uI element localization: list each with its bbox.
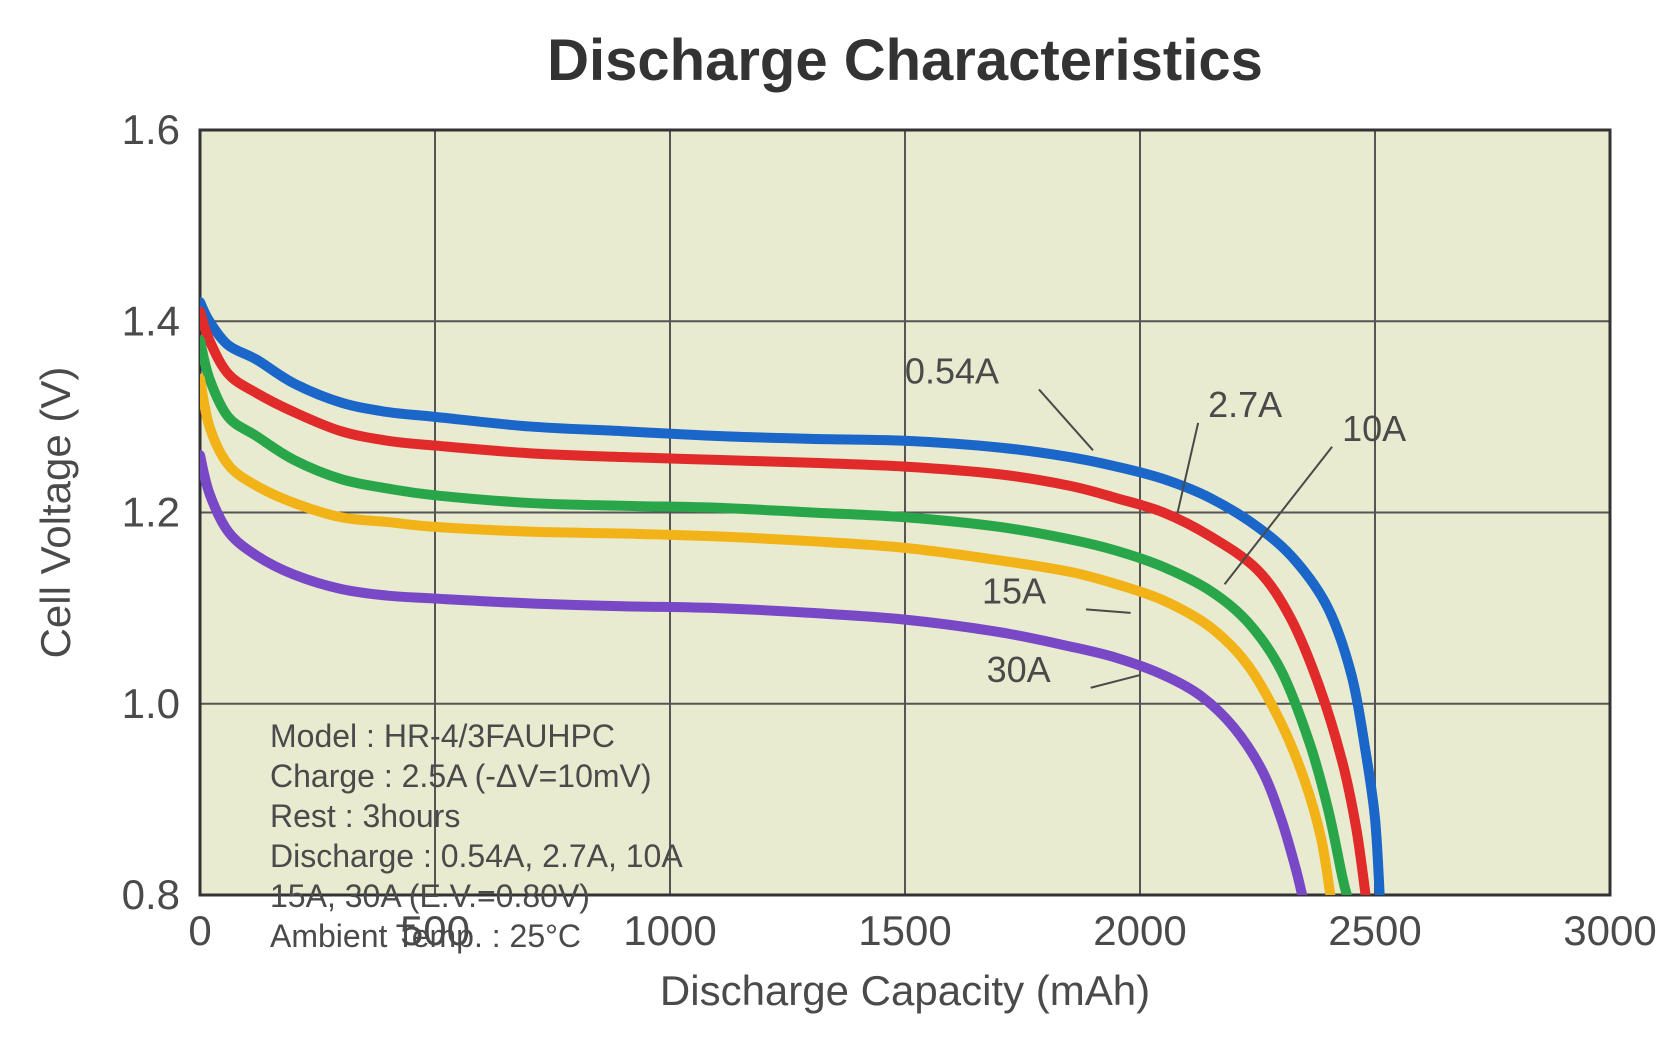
note-line: 15A, 30A (E.V.=0.80V) — [270, 878, 590, 914]
series-label: 0.54A — [905, 350, 999, 391]
x-tick-label: 3000 — [1563, 907, 1656, 954]
note-line: Charge : 2.5A (-ΔV=10mV) — [270, 758, 652, 794]
series-label: 30A — [987, 649, 1051, 690]
y-tick-label: 0.8 — [122, 871, 180, 918]
note-line: Rest : 3hours — [270, 798, 460, 834]
x-axis-label: Discharge Capacity (mAh) — [660, 967, 1150, 1014]
chart-title: Discharge Characteristics — [547, 28, 1263, 93]
y-tick-label: 1.0 — [122, 680, 180, 727]
note-line: Discharge : 0.54A, 2.7A, 10A — [270, 838, 683, 874]
chart-container: Discharge Characteristics050010001500200… — [0, 0, 1674, 1038]
x-tick-label: 2000 — [1093, 907, 1186, 954]
note-line: Ambient Temp. : 25°C — [270, 918, 581, 954]
x-tick-label: 2500 — [1328, 907, 1421, 954]
series-label: 15A — [982, 570, 1046, 611]
discharge-chart: Discharge Characteristics050010001500200… — [0, 0, 1674, 1038]
y-tick-label: 1.4 — [122, 297, 180, 344]
y-axis-label: Cell Voltage (V) — [32, 367, 79, 659]
note-line: Model : HR-4/3FAUHPC — [270, 718, 615, 754]
y-tick-label: 1.2 — [122, 489, 180, 536]
series-label: 10A — [1342, 408, 1406, 449]
series-label: 2.7A — [1208, 384, 1282, 425]
y-tick-label: 1.6 — [122, 106, 180, 153]
x-tick-label: 0 — [188, 907, 211, 954]
x-tick-label: 1000 — [623, 907, 716, 954]
x-tick-label: 1500 — [858, 907, 951, 954]
